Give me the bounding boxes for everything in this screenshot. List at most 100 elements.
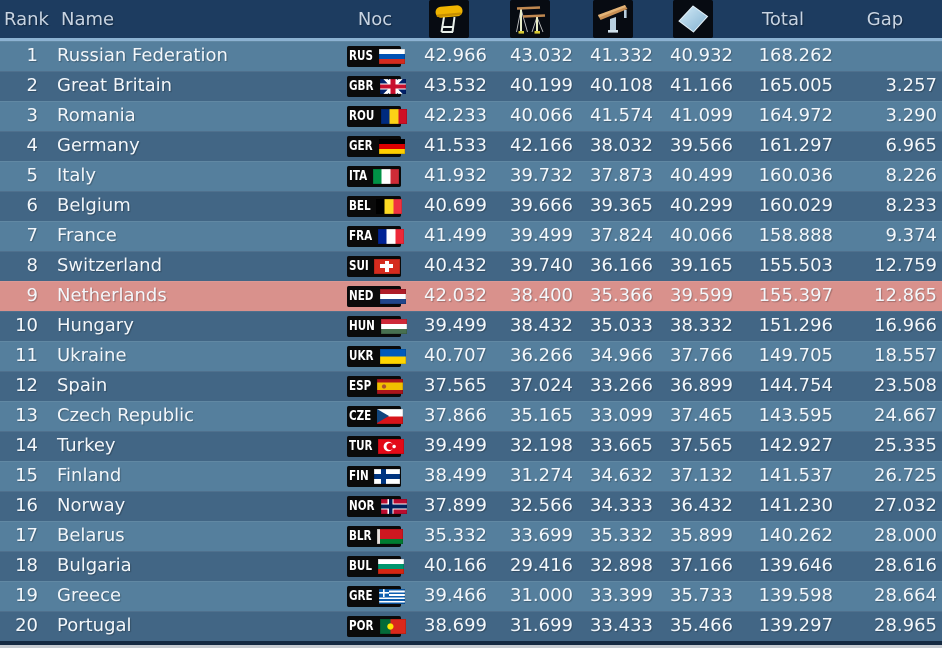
noc-cell: ESP	[340, 371, 410, 401]
noc-cell: HUN	[340, 311, 410, 341]
noc-badge: UKR	[347, 345, 406, 367]
score-balance-beam: 38.032	[590, 135, 653, 156]
score-floor: 37.132	[670, 465, 733, 486]
score-balance-beam: 40.108	[590, 75, 653, 96]
country-name: Italy	[57, 165, 97, 186]
table-row[interactable]: 9 Netherlands NED 42.032 38.400 35.366 3…	[0, 281, 942, 311]
score-floor: 37.766	[670, 345, 733, 366]
rank-cell: 12	[15, 375, 38, 396]
total-score: 141.537	[758, 465, 833, 486]
flag-icon	[377, 528, 404, 544]
score-vault: 42.966	[424, 45, 487, 66]
country-name: Belarus	[57, 525, 125, 546]
rank-cell: 13	[15, 405, 38, 426]
flag-icon	[379, 618, 406, 634]
score-uneven-bars: 40.199	[510, 75, 573, 96]
score-uneven-bars: 33.699	[510, 525, 573, 546]
gap-value: 23.508	[874, 375, 937, 396]
bottom-bar	[0, 641, 942, 645]
score-uneven-bars: 35.165	[510, 405, 573, 426]
score-uneven-bars: 40.066	[510, 105, 573, 126]
score-floor: 41.166	[670, 75, 733, 96]
table-row[interactable]: 11 Ukraine UKR 40.707 36.266 34.966 37.7…	[0, 341, 942, 371]
score-balance-beam: 34.333	[590, 495, 653, 516]
table-row[interactable]: 16 Norway NOR 37.899 32.566 34.333 36.43…	[0, 491, 942, 521]
table-row[interactable]: 19 Greece GRE 39.466 31.000 33.399 35.73…	[0, 581, 942, 611]
score-balance-beam: 33.665	[590, 435, 653, 456]
gap-value: 6.965	[885, 135, 937, 156]
score-balance-beam: 32.898	[590, 555, 653, 576]
rank-cell: 6	[26, 195, 38, 216]
flag-icon	[373, 468, 400, 484]
gap-value: 12.865	[874, 285, 937, 306]
noc-cell: CZE	[340, 401, 410, 431]
flag-icon	[376, 198, 403, 214]
score-uneven-bars: 31.274	[510, 465, 573, 486]
rank-cell: 19	[15, 585, 38, 606]
noc-code: CZE	[349, 408, 372, 424]
score-uneven-bars: 38.432	[510, 315, 573, 336]
score-floor: 40.299	[670, 195, 733, 216]
floor-icon	[673, 0, 713, 38]
header-divider	[0, 38, 942, 41]
score-balance-beam: 37.824	[590, 225, 653, 246]
total-score: 142.927	[758, 435, 833, 456]
noc-badge: BUL	[347, 555, 404, 577]
score-balance-beam: 33.266	[590, 375, 653, 396]
total-score: 141.230	[758, 495, 833, 516]
score-vault: 43.532	[424, 75, 487, 96]
gap-value: 16.966	[874, 315, 937, 336]
table-row[interactable]: 17 Belarus BLR 35.332 33.699 35.332 35.8…	[0, 521, 942, 551]
rank-cell: 15	[15, 465, 38, 486]
table-row[interactable]: 4 Germany GER 41.533 42.166 38.032 39.56…	[0, 131, 942, 161]
table-row[interactable]: 6 Belgium BEL 40.699 39.666 39.365 40.29…	[0, 191, 942, 221]
score-vault: 40.699	[424, 195, 487, 216]
flag-icon	[379, 78, 406, 94]
table-row[interactable]: 3 Romania ROU 42.233 40.066 41.574 41.09…	[0, 101, 942, 131]
score-uneven-bars: 38.400	[510, 285, 573, 306]
table-row[interactable]: 5 Italy ITA 41.932 39.732 37.873 40.499 …	[0, 161, 942, 191]
score-uneven-bars: 31.699	[510, 615, 573, 636]
gap-value: 28.965	[874, 615, 937, 636]
score-floor: 39.599	[670, 285, 733, 306]
rank-column-header: Rank	[4, 8, 49, 30]
score-vault: 41.533	[424, 135, 487, 156]
score-uneven-bars: 39.666	[510, 195, 573, 216]
table-row[interactable]: 7 France FRA 41.499 39.499 37.824 40.066…	[0, 221, 942, 251]
flag-icon	[376, 408, 403, 424]
total-column-header: Total	[761, 8, 805, 30]
table-row[interactable]: 20 Portugal POR 38.699 31.699 33.433 35.…	[0, 611, 942, 641]
table-row[interactable]: 14 Turkey TUR 39.499 32.198 33.665 37.56…	[0, 431, 942, 461]
score-floor: 37.565	[670, 435, 733, 456]
gap-value: 8.233	[885, 195, 937, 216]
table-row[interactable]: 1 Russian Federation RUS 42.966 43.032 4…	[0, 41, 942, 71]
table-row[interactable]: 2 Great Britain GBR 43.532 40.199 40.108…	[0, 71, 942, 101]
rank-cell: 5	[26, 165, 38, 186]
country-name: Czech Republic	[57, 405, 195, 426]
noc-code: ITA	[349, 168, 368, 184]
noc-badge: CZE	[347, 405, 403, 427]
noc-badge: BEL	[347, 195, 403, 217]
table-row[interactable]: 18 Bulgaria BUL 40.166 29.416 32.898 37.…	[0, 551, 942, 581]
country-name: Netherlands	[57, 285, 167, 306]
noc-code: BLR	[349, 528, 372, 544]
table-row[interactable]: 10 Hungary HUN 39.499 38.432 35.033 38.3…	[0, 311, 942, 341]
table-row[interactable]: 8 Switzerland SUI 40.432 39.740 36.166 3…	[0, 251, 942, 281]
score-uneven-bars: 32.566	[510, 495, 573, 516]
noc-badge: ROU	[347, 105, 407, 127]
noc-cell: NOR	[340, 491, 410, 521]
table-row[interactable]: 15 Finland FIN 38.499 31.274 34.632 37.1…	[0, 461, 942, 491]
noc-code: GBR	[349, 78, 374, 94]
noc-badge: NED	[347, 285, 406, 307]
noc-code: HUN	[349, 318, 375, 334]
noc-code: TUR	[349, 438, 373, 454]
table-row[interactable]: 12 Spain ESP 37.565 37.024 33.266 36.899…	[0, 371, 942, 401]
noc-cell: TUR	[340, 431, 410, 461]
rank-cell: 8	[26, 255, 38, 276]
table-row[interactable]: 13 Czech Republic CZE 37.866 35.165 33.0…	[0, 401, 942, 431]
total-score: 151.296	[758, 315, 833, 336]
total-score: 139.297	[758, 615, 833, 636]
results-rows: 1 Russian Federation RUS 42.966 43.032 4…	[0, 41, 942, 641]
score-uneven-bars: 31.000	[510, 585, 573, 606]
total-score: 155.503	[758, 255, 833, 276]
